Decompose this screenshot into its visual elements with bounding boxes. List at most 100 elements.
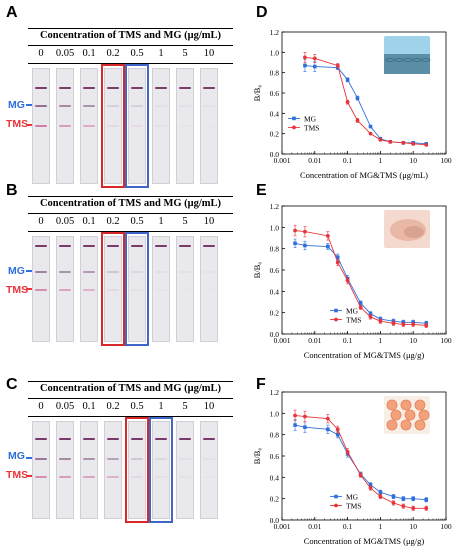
panel-label-b: B [6, 182, 18, 199]
red-highlight-box [101, 232, 125, 346]
data-point [355, 96, 360, 100]
y-tick-label: 0.6 [270, 452, 280, 461]
concentration-label: 0.05 [55, 48, 75, 59]
control-line [35, 87, 47, 89]
data-point [401, 140, 406, 145]
y-tick-label: 1.2 [270, 388, 280, 397]
mg-test-line [179, 458, 191, 460]
photo-shrimp [414, 399, 426, 411]
data-point [345, 278, 350, 283]
photo-net-cage [394, 58, 404, 62]
tms-test-line [179, 476, 191, 478]
title-rule [28, 398, 233, 399]
concentration-label: 0 [38, 48, 44, 59]
tms-test-line [59, 125, 71, 127]
photo-shrimp [418, 409, 430, 421]
tms-line-label: TMS [6, 118, 29, 130]
control-line [59, 87, 71, 89]
mg-test-line [179, 271, 191, 273]
series-line [294, 242, 427, 324]
mg-test-line [35, 458, 47, 460]
y-tick-label: 0.2 [270, 130, 280, 139]
concentration-label: 1 [158, 216, 164, 227]
legend-marker [334, 503, 338, 508]
test-strip [128, 236, 146, 342]
panel-label-d: D [256, 4, 268, 21]
concentration-rule [28, 63, 233, 64]
x-axis-label: Concentration of MG&TMS (μg/mL) [300, 170, 428, 180]
legend-label: MG [304, 114, 317, 123]
data-point [358, 301, 363, 305]
legend-entry: TMS [330, 502, 361, 511]
mg-test-line [59, 458, 71, 460]
legend-label: TMS [346, 316, 361, 325]
mg-line-label: MG [8, 450, 25, 462]
photo-shrimp [400, 399, 412, 411]
data-point [378, 319, 383, 324]
blue-highlight-box [125, 64, 149, 188]
data-point [326, 244, 330, 249]
x-tick-label: 10 [409, 336, 417, 345]
control-line [107, 245, 119, 247]
concentration-rule [28, 231, 233, 232]
legend-entry: TMS [288, 123, 319, 132]
test-strip [56, 421, 74, 519]
product-photo [384, 210, 430, 248]
control-line [35, 245, 47, 247]
tms-test-line [107, 289, 119, 291]
x-tick-label: 100 [440, 336, 452, 345]
control-line [155, 245, 167, 247]
y-tick-label: 1.0 [270, 223, 280, 232]
legend-marker [292, 125, 296, 130]
mg-test-line [107, 271, 119, 273]
mg-test-line [83, 458, 95, 460]
legend-marker [334, 494, 338, 499]
mg-test-line [131, 271, 143, 273]
y-tick-label: 0.2 [270, 495, 280, 504]
legend-entry: TMS [330, 316, 361, 325]
control-line [179, 87, 191, 89]
x-tick-label: 10 [409, 522, 417, 531]
mg-test-line [155, 105, 167, 107]
data-point [345, 100, 350, 105]
control-line [179, 245, 191, 247]
mg-test-line [83, 105, 95, 107]
strip-panel-title: Concentration of TMS and MG (μg/mL) [39, 383, 222, 394]
series-tms [303, 52, 429, 147]
y-tick-label: 0.0 [270, 516, 280, 525]
strip-panel-title: Concentration of TMS and MG (μg/mL) [39, 30, 222, 41]
y-tick-label: 1.2 [270, 28, 280, 37]
data-point [358, 473, 363, 478]
data-point [411, 141, 416, 146]
data-point [391, 494, 396, 499]
chart-e: 0.0 0.2 0.4 0.6 0.8 1.0 1.2 0.001 0.01 0.1 1 10 100 C… [252, 202, 452, 360]
photo-net-cage [385, 58, 395, 62]
test-strip [152, 236, 170, 342]
concentration-label: 0.2 [106, 216, 120, 227]
control-line [131, 245, 143, 247]
concentration-label: 0.5 [130, 216, 144, 227]
blue-highlight-box [125, 232, 149, 346]
legend-label: TMS [304, 123, 319, 132]
data-point [368, 486, 373, 490]
concentration-label: 0.2 [106, 401, 120, 412]
y-tick-label: 1.0 [270, 48, 280, 57]
blue-highlight-box [149, 417, 173, 523]
data-point [411, 496, 415, 501]
concentration-label: 0.1 [82, 216, 96, 227]
y-tick-label: 1.2 [270, 202, 280, 211]
tms-test-line [155, 125, 167, 127]
legend-label: MG [346, 493, 359, 502]
product-photo [384, 36, 431, 74]
series-mg [293, 238, 429, 326]
test-strip [176, 236, 194, 342]
photo-shrimp [390, 409, 402, 421]
photo-net-cage [421, 58, 431, 62]
photo-shrimp [414, 419, 426, 431]
control-line [155, 438, 167, 440]
y-tick-label: 0.6 [270, 89, 280, 98]
mg-test-line [203, 271, 215, 273]
test-strip [104, 421, 122, 519]
test-strip [200, 68, 218, 184]
data-point [303, 55, 307, 60]
